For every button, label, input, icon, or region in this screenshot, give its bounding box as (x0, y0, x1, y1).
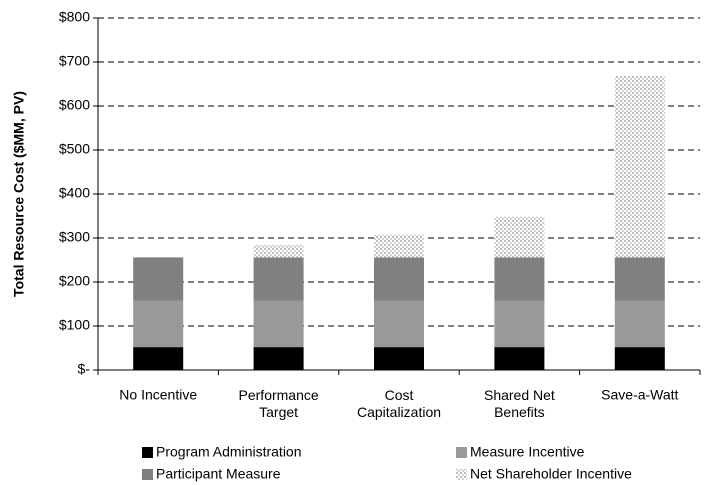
legend-swatch (142, 447, 153, 458)
y-tick-label: $800 (59, 9, 90, 25)
bar-segment (374, 347, 424, 370)
x-tick-label: Cost Capitalization (357, 387, 441, 420)
bar-segment (494, 347, 545, 370)
x-tick-label: Shared Net Benefits (484, 387, 555, 420)
bar-segment (133, 300, 184, 348)
y-tick-label: $500 (59, 141, 90, 157)
y-tick-label: $300 (59, 229, 90, 245)
legend-label: Program Administration (156, 444, 302, 460)
bar-segment (374, 234, 424, 258)
bar-segment (374, 300, 424, 348)
bar-segment (494, 216, 545, 258)
legend-swatch (456, 447, 467, 458)
y-tick-label: $- (78, 361, 91, 377)
bar-segment (253, 300, 304, 348)
legend-swatch (142, 469, 153, 480)
bar-segment (253, 257, 304, 301)
bar-segment (374, 257, 424, 301)
bar-segment (133, 257, 184, 301)
legend-swatch (456, 469, 467, 480)
x-tick-label: Save-a-Watt (601, 387, 678, 403)
bar-segment (614, 300, 665, 348)
y-tick-label: $600 (59, 97, 90, 113)
bar-segment (253, 245, 304, 258)
y-tick-label: $100 (59, 317, 90, 333)
legend-label: Measure Incentive (470, 444, 585, 460)
y-tick-label: $400 (59, 185, 90, 201)
x-tick-label: No Incentive (119, 387, 197, 403)
y-tick-label: $700 (59, 53, 90, 69)
y-axis-label: Total Resource Cost ($MM, PV) (11, 91, 27, 297)
bar-segment (614, 76, 665, 258)
bar-segment (614, 257, 665, 301)
bar-segment (494, 257, 545, 301)
legend-label: Net Shareholder Incentive (470, 466, 632, 482)
x-tick-label: Performance Target (239, 387, 319, 420)
bar-segment (253, 347, 304, 370)
legend-label: Participant Measure (156, 466, 281, 482)
bar-segment (614, 347, 665, 370)
bar-segment (494, 300, 545, 348)
y-tick-label: $200 (59, 273, 90, 289)
bar-segment (133, 347, 184, 370)
